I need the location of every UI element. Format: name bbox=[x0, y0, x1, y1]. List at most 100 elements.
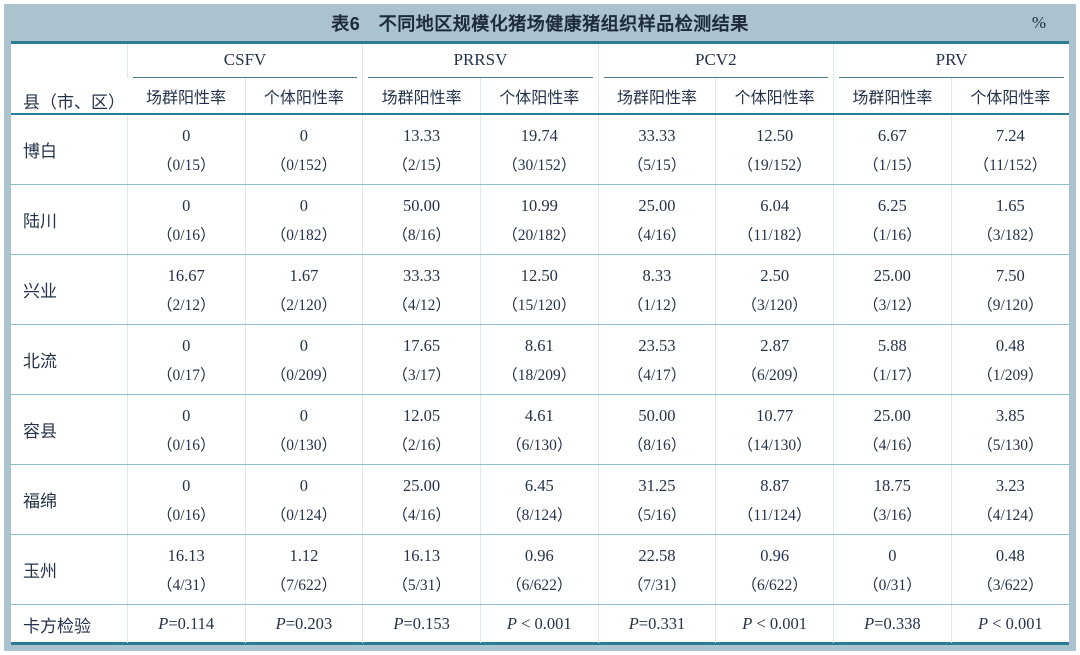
cell-value: 0 bbox=[299, 196, 309, 215]
cell-value: 1.12 bbox=[289, 546, 319, 565]
cell-value: 16.13 bbox=[403, 546, 441, 565]
data-cell: 50.00 （8/16） bbox=[362, 184, 481, 255]
cell-value: 33.33 bbox=[638, 126, 676, 145]
data-cell: 1.12 （7/622） bbox=[244, 534, 363, 605]
table-row: 玉州 16.13 （4/31） 1.12 （7/622） 16.13 （5/31） 0.96 （… bbox=[11, 534, 1069, 605]
sub-header-individual-rate: 个体阳性率 bbox=[244, 78, 363, 115]
data-cell: 0 （0/152） bbox=[244, 114, 363, 185]
data-cell: 25.00 （3/12） bbox=[833, 254, 952, 325]
group-header-prv: PRV bbox=[833, 44, 1069, 78]
p-value-cell: P=0.338 bbox=[833, 604, 952, 643]
cell-fraction: （8/124） bbox=[506, 506, 573, 524]
data-cell: 0 （0/16） bbox=[126, 394, 246, 465]
data-cell: 16.13 （5/31） bbox=[362, 534, 481, 605]
table-row: 陆川 0 （0/16） 0 （0/182） 50.00 （8/16） 10.99 （20/182… bbox=[11, 184, 1069, 255]
data-cell: 0 （0/16） bbox=[126, 464, 246, 535]
table-title: 表6 不同地区规模化猪场健康猪组织样品检测结果 bbox=[331, 13, 749, 34]
cell-fraction: （18/209） bbox=[502, 366, 577, 384]
cell-value: 2.87 bbox=[760, 336, 790, 355]
cell-value: 0.48 bbox=[995, 546, 1025, 565]
cell-value: 0 bbox=[299, 476, 309, 495]
cell-fraction: （0/16） bbox=[156, 506, 216, 524]
p-value: P=0.153 bbox=[393, 614, 450, 633]
row-label: 卡方检验 bbox=[23, 616, 91, 636]
cell-value: 22.58 bbox=[638, 546, 676, 565]
data-cell: 25.00 （4/16） bbox=[833, 394, 952, 465]
table-header: 县（市、区） CSFV PRRSV PCV2 PRV 场群阳性率 个体阳性率 场… bbox=[11, 44, 1069, 115]
cell-value: 6.67 bbox=[877, 126, 907, 145]
cell-value: 7.50 bbox=[995, 266, 1025, 285]
cell-value: 16.67 bbox=[167, 266, 205, 285]
sub-header-herd-rate: 场群阳性率 bbox=[833, 78, 952, 115]
group-label-csfv: CSFV bbox=[132, 50, 358, 78]
table-row: 博白 0 （0/15） 0 （0/152） 13.33 （2/15） 19.74 （30/152… bbox=[11, 114, 1069, 185]
sub-header-individual-rate: 个体阳性率 bbox=[479, 78, 599, 115]
p-value-cell: P < 0.001 bbox=[950, 604, 1069, 643]
cell-fraction: （1/17） bbox=[863, 366, 922, 384]
group-label-pcv2: PCV2 bbox=[603, 50, 828, 78]
group-header-pcv2: PCV2 bbox=[597, 44, 834, 78]
table-body: 博白 0 （0/15） 0 （0/152） 13.33 （2/15） 19.74 （30/152… bbox=[11, 114, 1069, 605]
p-value-cell: P=0.114 bbox=[126, 604, 246, 643]
cell-value: 0 bbox=[182, 336, 191, 355]
cell-fraction: （6/209） bbox=[741, 366, 808, 384]
sub-header-herd-rate: 场群阳性率 bbox=[362, 78, 481, 115]
cell-fraction: （9/120） bbox=[977, 296, 1044, 314]
data-cell: 25.00 （4/16） bbox=[362, 464, 481, 535]
cell-value: 7.24 bbox=[995, 126, 1025, 145]
row-label: 北流 bbox=[11, 324, 128, 395]
cell-fraction: （0/17） bbox=[156, 366, 216, 384]
cell-value: 8.61 bbox=[524, 336, 554, 355]
cell-value: 25.00 bbox=[638, 196, 676, 215]
cell-value: 10.99 bbox=[520, 196, 558, 215]
cell-value: 13.33 bbox=[403, 126, 441, 145]
cell-fraction: （0/124） bbox=[270, 506, 338, 524]
data-cell: 10.77 （14/130） bbox=[715, 394, 834, 465]
cell-fraction: （5/16） bbox=[627, 506, 687, 524]
p-value-cell: P=0.203 bbox=[244, 604, 363, 643]
cell-fraction: （4/16） bbox=[863, 436, 922, 454]
cell-value: 25.00 bbox=[873, 266, 911, 285]
sub-header-individual-rate: 个体阳性率 bbox=[950, 78, 1069, 115]
cell-value: 50.00 bbox=[403, 196, 441, 215]
cell-fraction: （6/130） bbox=[506, 436, 573, 454]
cell-value: 4.61 bbox=[524, 406, 554, 425]
cell-fraction: （3/622） bbox=[977, 576, 1044, 594]
row-label: 容县 bbox=[11, 394, 128, 465]
cell-fraction: （0/152） bbox=[270, 156, 338, 174]
cell-value: 12.50 bbox=[520, 266, 558, 285]
cell-fraction: （11/124） bbox=[737, 506, 812, 524]
data-cell: 33.33 （4/12） bbox=[362, 254, 481, 325]
data-cell: 0.48 （3/622） bbox=[950, 534, 1069, 605]
data-cell: 6.25 （1/16） bbox=[833, 184, 952, 255]
cell-value: 33.33 bbox=[403, 266, 441, 285]
row-label: 兴业 bbox=[11, 254, 128, 325]
cell-value: 17.65 bbox=[403, 336, 441, 355]
cell-value: 1.65 bbox=[995, 196, 1025, 215]
cell-value: 6.45 bbox=[524, 476, 554, 495]
p-value: P=0.203 bbox=[275, 614, 333, 633]
p-value: P < 0.001 bbox=[506, 614, 572, 633]
cell-fraction: （5/15） bbox=[627, 156, 687, 174]
group-header-csfv: CSFV bbox=[126, 44, 363, 78]
p-value: P=0.114 bbox=[158, 614, 215, 633]
data-cell: 0.48 （1/209） bbox=[950, 324, 1069, 395]
data-cell: 0.96 （6/622） bbox=[479, 534, 599, 605]
data-cell: 25.00 （4/16） bbox=[597, 184, 716, 255]
data-cell: 18.75 （3/16） bbox=[833, 464, 952, 535]
table-row: 北流 0 （0/17） 0 （0/209） 17.65 （3/17） 8.61 （18/209）… bbox=[11, 324, 1069, 395]
data-cell: 13.33 （2/15） bbox=[362, 114, 481, 185]
data-cell: 6.67 （1/15） bbox=[833, 114, 952, 185]
p-value-cell: P=0.331 bbox=[597, 604, 716, 643]
cell-fraction: （3/120） bbox=[741, 296, 808, 314]
cell-fraction: （7/622） bbox=[270, 576, 338, 594]
cell-fraction: （3/12） bbox=[863, 296, 922, 314]
data-cell: 16.13 （4/31） bbox=[126, 534, 246, 605]
data-cell: 1.65 （3/182） bbox=[950, 184, 1069, 255]
cell-value: 10.77 bbox=[756, 406, 794, 425]
group-header-row: 县（市、区） CSFV PRRSV PCV2 PRV bbox=[11, 44, 1069, 115]
sub-header-individual-rate: 个体阳性率 bbox=[715, 78, 834, 115]
cell-fraction: （14/130） bbox=[737, 436, 812, 454]
cell-value: 18.75 bbox=[873, 476, 911, 495]
data-cell: 0 （0/15） bbox=[126, 114, 246, 185]
